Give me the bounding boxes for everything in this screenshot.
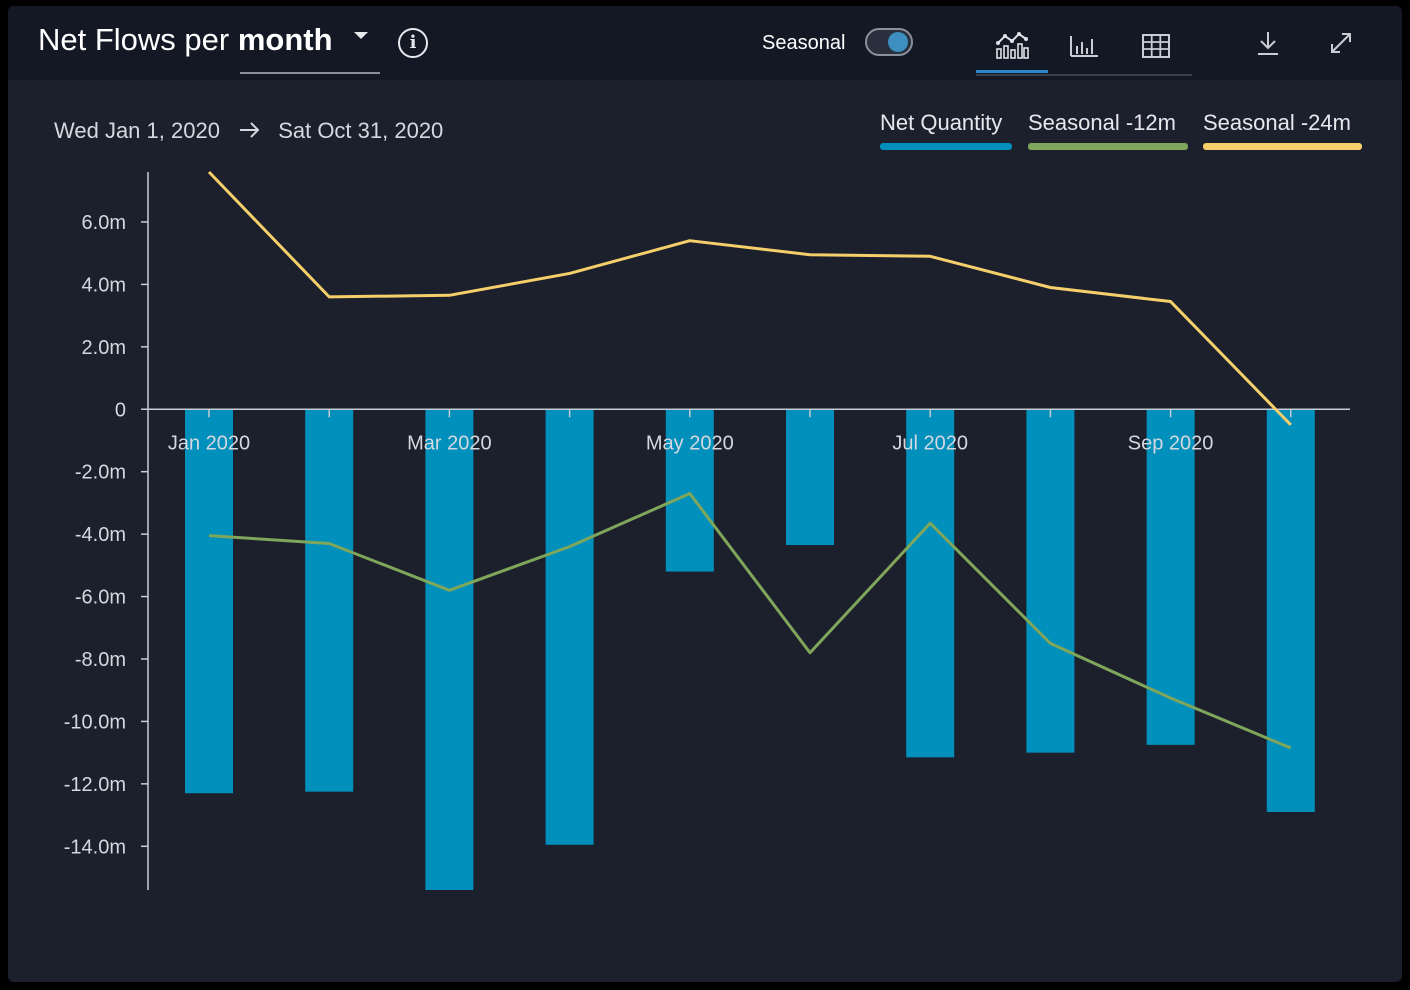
period-selector-underline <box>240 72 380 74</box>
y-tick-label: 0 <box>115 399 126 421</box>
date-range-start: Wed Jan 1, 2020 <box>54 118 220 143</box>
expand-button[interactable] <box>1326 28 1356 58</box>
y-tick-label: -2.0m <box>75 462 126 484</box>
bar-net-quantity <box>1026 409 1075 753</box>
legend-seasonal-24m[interactable]: Seasonal -24m <box>1203 110 1351 135</box>
combo-chart-view-button[interactable] <box>976 20 1048 73</box>
chart-title: Net Flows per month <box>38 22 333 58</box>
legend-swatch-seasonal-12m <box>1028 143 1188 150</box>
bar-net-quantity <box>786 409 834 546</box>
title-prefix: Net Flows per <box>38 22 230 57</box>
date-range: Wed Jan 1, 2020 Sat Oct 31, 2020 <box>54 118 443 144</box>
bar-net-quantity <box>425 409 474 890</box>
bar-net-quantity <box>1266 409 1315 812</box>
y-tick-label: -12.0m <box>64 774 126 796</box>
legend-swatch-net-quantity <box>880 143 1012 150</box>
legend-swatch-seasonal-24m <box>1203 143 1362 150</box>
bar-net-quantity <box>665 409 714 572</box>
combo-chart-icon <box>996 32 1029 59</box>
date-range-end: Sat Oct 31, 2020 <box>278 118 444 143</box>
x-tick-label: Mar 2020 <box>407 432 492 454</box>
y-tick-label: -10.0m <box>64 711 126 733</box>
x-tick-label: Jul 2020 <box>892 432 968 454</box>
y-tick-label: 6.0m <box>82 212 126 234</box>
x-tick-label: May 2020 <box>646 432 734 454</box>
period-selector[interactable]: month <box>237 22 333 57</box>
bar-chart-view-button[interactable] <box>1048 20 1120 72</box>
arrow-right-icon <box>240 122 260 138</box>
bar-net-quantity <box>1146 409 1195 745</box>
bar-chart-icon <box>1070 36 1098 57</box>
toggle-knob <box>888 32 908 52</box>
bar-net-quantity <box>545 409 594 845</box>
caret-down-icon[interactable] <box>354 32 368 39</box>
y-tick-label: -4.0m <box>75 524 126 546</box>
download-button[interactable] <box>1253 28 1283 58</box>
bar-net-quantity <box>906 409 955 758</box>
y-tick-label: -14.0m <box>64 836 126 858</box>
legend-seasonal-12m[interactable]: Seasonal -12m <box>1028 110 1176 135</box>
table-view-button[interactable] <box>1120 20 1192 72</box>
y-tick-label: -8.0m <box>75 649 126 671</box>
net-flows-chart: 6.0m 4.0m 2.0m 0 -2.0m -4.0m -6.0m -8.0m -10.0m -… <box>64 170 1350 890</box>
y-tick-label: 2.0m <box>82 337 126 359</box>
info-icon[interactable]: i <box>398 28 428 58</box>
seasonal-label: Seasonal <box>762 32 846 54</box>
legend-net-quantity[interactable]: Net Quantity <box>880 110 1003 135</box>
x-tick-label: Sep 2020 <box>1128 432 1214 454</box>
table-icon <box>1142 34 1170 58</box>
y-tick-label: -6.0m <box>75 587 126 609</box>
line-seasonal-12m <box>208 492 1292 750</box>
view-switcher <box>976 20 1192 76</box>
download-icon <box>1258 32 1278 55</box>
bar-net-quantity <box>305 409 354 792</box>
x-tick-label: Jan 2020 <box>168 432 250 454</box>
bar-net-quantity <box>185 409 233 794</box>
expand-icon <box>1331 33 1351 53</box>
y-tick-label: 4.0m <box>82 274 126 296</box>
line-seasonal-24m <box>207 170 1292 426</box>
seasonal-toggle[interactable] <box>865 28 913 56</box>
chart-header: Net Flows per month i Seasonal <box>8 6 1402 80</box>
chart-panel: Net Flows per month i Seasonal <box>8 6 1402 982</box>
